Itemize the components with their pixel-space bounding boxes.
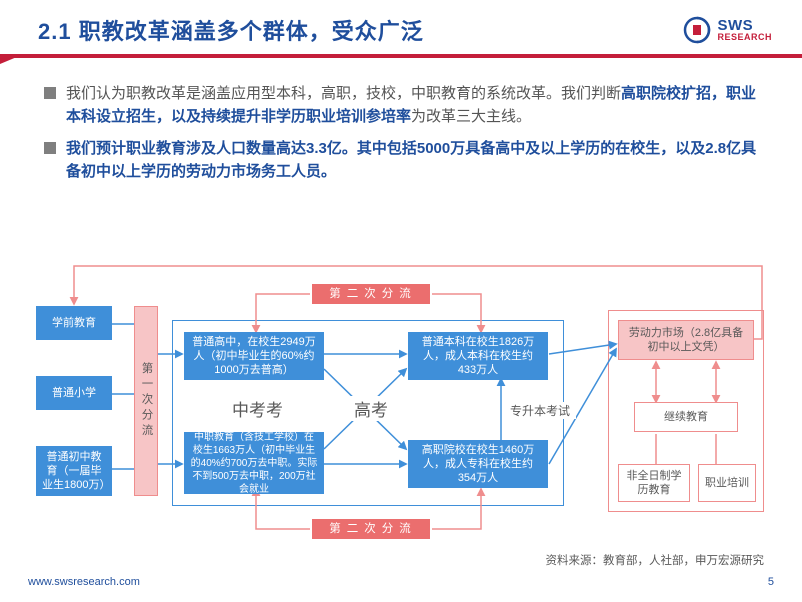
node-labor-market: 劳动力市场（2.8亿具备初中以上文凭） <box>618 320 754 360</box>
banner-second-split-top: 第二次分流 <box>312 284 430 304</box>
logo-main-text: SWS <box>717 19 772 33</box>
logo-icon <box>683 16 711 44</box>
logo: SWS RESEARCH <box>683 16 772 44</box>
flow-diagram: 学前教育 普通小学 普通初中教育（一届毕业生1800万） 第一次分流 普通高中，… <box>36 254 766 556</box>
node-higher-vocational: 高职院校在校生1460万人，成人专科在校生约354万人 <box>408 440 548 488</box>
bullet2-text: 我们预计职业教育涉及人口数量高达3.3亿。其中包括5000万具备高中及以上学历的… <box>66 137 758 184</box>
node-senior-high: 普通高中，在校生2949万人（初中毕业生的60%约1000万去普高） <box>184 332 324 380</box>
node-vocational-secondary: 中职教育（含技工学校）在校生1663万人（初中毕业生的40%约700万去中职。实… <box>184 432 324 494</box>
footer-bar: www.swsresearch.com 5 <box>28 576 774 588</box>
node-primary: 普通小学 <box>36 376 112 410</box>
label-gaokao: 高考 <box>348 396 394 421</box>
content-region: 我们认为职教改革是涵盖应用型本科，高职，技校，中职教育的系统改革。我们判断高职院… <box>0 64 802 183</box>
accent-bar <box>0 54 802 64</box>
bullet-1: 我们认为职教改革是涵盖应用型本科，高职，技校，中职教育的系统改革。我们判断高职院… <box>44 82 758 129</box>
page-number: 5 <box>768 576 774 588</box>
banner-second-split-bottom: 第二次分流 <box>312 519 430 539</box>
node-undergrad: 普通本科在校生1826万人，成人本科在校生约433万人 <box>408 332 548 380</box>
bullet-2: 我们预计职业教育涉及人口数量高达3.3亿。其中包括5000万具备高中及以上学历的… <box>44 137 758 184</box>
source-note: 资料来源：教育部，人社部，申万宏源研究 <box>546 552 765 568</box>
square-bullet-icon <box>44 142 56 154</box>
label-zhongkao: 中考考 <box>226 396 289 421</box>
node-continuing-edu: 继续教育 <box>634 402 738 432</box>
logo-sub-text: RESEARCH <box>717 33 772 42</box>
node-non-fulltime-edu: 非全日制学历教育 <box>618 464 690 502</box>
node-first-split: 第一次分流 <box>134 306 158 496</box>
node-vocational-training: 职业培训 <box>698 464 756 502</box>
square-bullet-icon <box>44 87 56 99</box>
label-zhuanshengben: 专升本考试 <box>504 402 576 419</box>
bullet1-post: 为改革三大主线。 <box>411 108 531 125</box>
bullet1-pre: 我们认为职教改革是涵盖应用型本科，高职，技校，中职教育的系统改革。我们判断 <box>66 85 621 102</box>
node-junior-high: 普通初中教育（一届毕业生1800万） <box>36 446 112 496</box>
slide-title: 2.1 职教改革涵盖多个群体，受众广泛 <box>38 14 424 46</box>
node-preschool: 学前教育 <box>36 306 112 340</box>
footer-url: www.swsresearch.com <box>28 576 140 588</box>
